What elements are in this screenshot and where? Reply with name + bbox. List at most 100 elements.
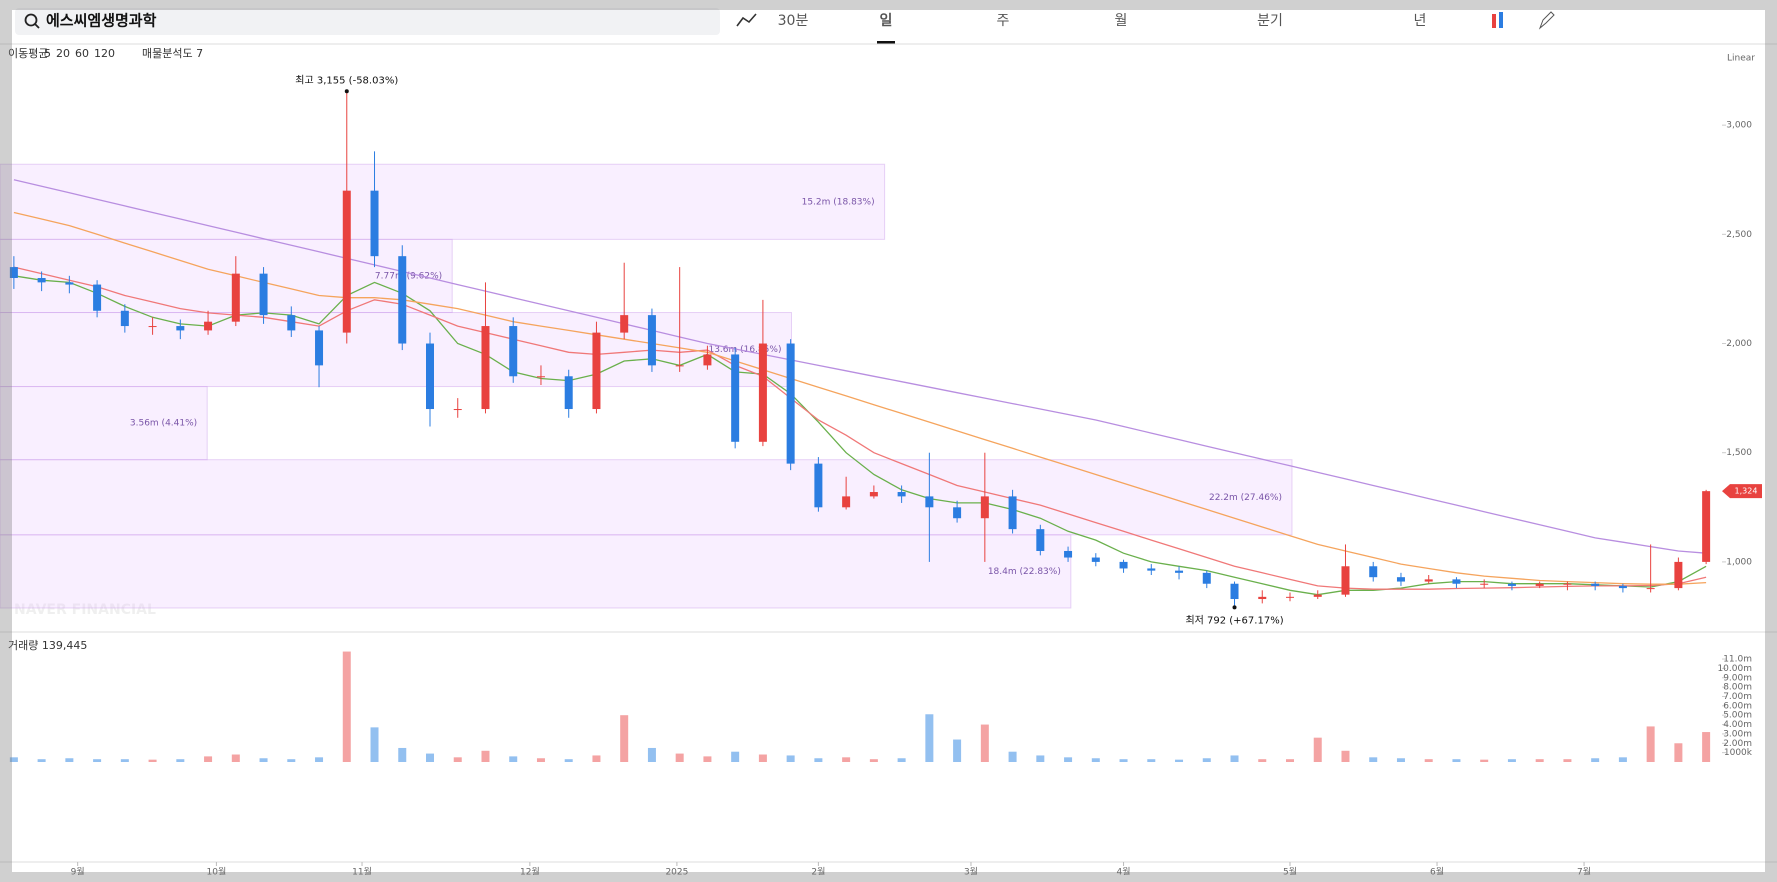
profile-label: 13.6m (16.85%)	[708, 345, 781, 355]
legend-entry: 60	[75, 47, 89, 60]
candle-body	[1230, 583, 1239, 600]
volume-bar	[259, 758, 268, 762]
candle-body	[287, 315, 296, 331]
volume-tick-label: 1000k	[1724, 748, 1753, 758]
volume-tick-label: 10.00m	[1717, 664, 1752, 674]
x-tick-label: 5월	[1283, 866, 1297, 878]
candle-body	[1618, 585, 1627, 589]
candle-body	[1563, 583, 1572, 585]
candle-body	[481, 326, 490, 410]
candle-body	[1175, 570, 1184, 573]
candle-body	[398, 256, 407, 344]
search-text[interactable]: 에스씨엠생명과학	[46, 12, 157, 30]
volume-bar	[176, 759, 185, 762]
y-tick-label: 1,000	[1726, 557, 1752, 567]
tab[interactable]: 30분	[778, 13, 809, 29]
volume-bar	[814, 758, 823, 762]
volume-bar	[1535, 759, 1544, 762]
volume-bar	[897, 758, 906, 762]
candle-body	[897, 492, 906, 497]
volume-profile-band	[0, 459, 1293, 536]
volume-bar	[426, 753, 434, 762]
candle-body	[9, 267, 18, 279]
x-tick-label: 9월	[71, 866, 85, 878]
chart-type-icon[interactable]	[1492, 14, 1496, 28]
volume-bar	[342, 651, 351, 762]
candle-body	[842, 496, 851, 508]
candle-body	[980, 496, 989, 519]
candle-body	[1341, 566, 1350, 595]
ma-line	[13, 266, 1707, 590]
candle-body	[1507, 583, 1516, 586]
volume-bar	[1674, 743, 1683, 762]
volume-bar	[1064, 757, 1073, 762]
candle-body	[120, 310, 129, 327]
candle-body	[231, 273, 240, 322]
volume-bar	[1396, 758, 1405, 762]
y-tick-label: 2,500	[1726, 230, 1752, 240]
profile-label: 22.2m (27.46%)	[1209, 493, 1282, 503]
volume-tick-label: 8.00m	[1723, 683, 1752, 693]
search-box[interactable]	[15, 8, 720, 35]
candle-body	[1480, 583, 1489, 585]
candle-body	[731, 354, 740, 442]
candle-body	[1369, 566, 1378, 578]
candle-body	[1147, 568, 1156, 571]
ma-line	[13, 179, 1707, 554]
candle-body	[315, 330, 324, 366]
volume-bar	[37, 759, 46, 762]
volume-bar	[148, 759, 157, 762]
draw-icon[interactable]	[1538, 11, 1555, 30]
candle-body	[1202, 572, 1211, 584]
volume-bar	[786, 755, 795, 762]
candle-body	[426, 343, 434, 410]
volume-bar	[287, 759, 296, 762]
plot: 18.4m (22.83%) 22.2m (27.46%) 3.56m (4.41%…	[0, 74, 1762, 878]
indicator-icon[interactable]	[736, 13, 757, 27]
volume-bar	[1563, 759, 1572, 762]
volume-bar	[1230, 755, 1239, 762]
scale-toggle[interactable]: Linear	[1727, 54, 1755, 64]
x-tick-label: 2월	[811, 866, 825, 878]
candle-body	[1535, 583, 1544, 586]
candle-body	[65, 282, 74, 285]
tab[interactable]: 분기	[1257, 13, 1283, 29]
candle-body	[148, 326, 157, 328]
candle-body	[1702, 491, 1711, 562]
tab[interactable]: 월	[1115, 13, 1128, 29]
candle-body	[342, 190, 351, 333]
volume-bar	[1147, 759, 1156, 762]
volume-bar	[1702, 732, 1711, 762]
candle-body	[1646, 588, 1655, 590]
volume-bar	[1341, 750, 1350, 762]
chart-type-icon[interactable]	[1499, 12, 1503, 28]
volume-bar	[1424, 759, 1433, 762]
volume-bar	[869, 759, 878, 762]
volume-bar	[592, 755, 601, 762]
candle-body	[564, 376, 573, 410]
volume-bar	[1258, 759, 1267, 762]
candle-body	[93, 284, 102, 311]
candle-body	[204, 321, 213, 331]
candle-body	[1396, 577, 1405, 582]
candle-body	[925, 496, 934, 508]
candle-body	[1064, 550, 1073, 558]
candle-body	[1091, 557, 1100, 562]
tab[interactable]: 일	[880, 13, 893, 29]
candle-body	[1591, 583, 1600, 586]
candle-body	[1258, 596, 1267, 600]
candle-body	[1119, 561, 1128, 569]
volume-bar	[536, 758, 545, 762]
volume-tick-label: 9.00m	[1723, 673, 1752, 683]
candle-body	[259, 273, 268, 316]
high-annotation: 최고 3,155 (-58.03%)	[295, 74, 398, 86]
y-tick-label: 3,000	[1726, 121, 1752, 131]
volume-bar	[731, 751, 740, 762]
volume-bar	[1091, 758, 1100, 762]
x-tick-label: 2025	[665, 868, 688, 878]
candle-body	[953, 507, 962, 519]
tab[interactable]: 주	[997, 13, 1010, 29]
tab[interactable]: 년	[1414, 13, 1427, 29]
